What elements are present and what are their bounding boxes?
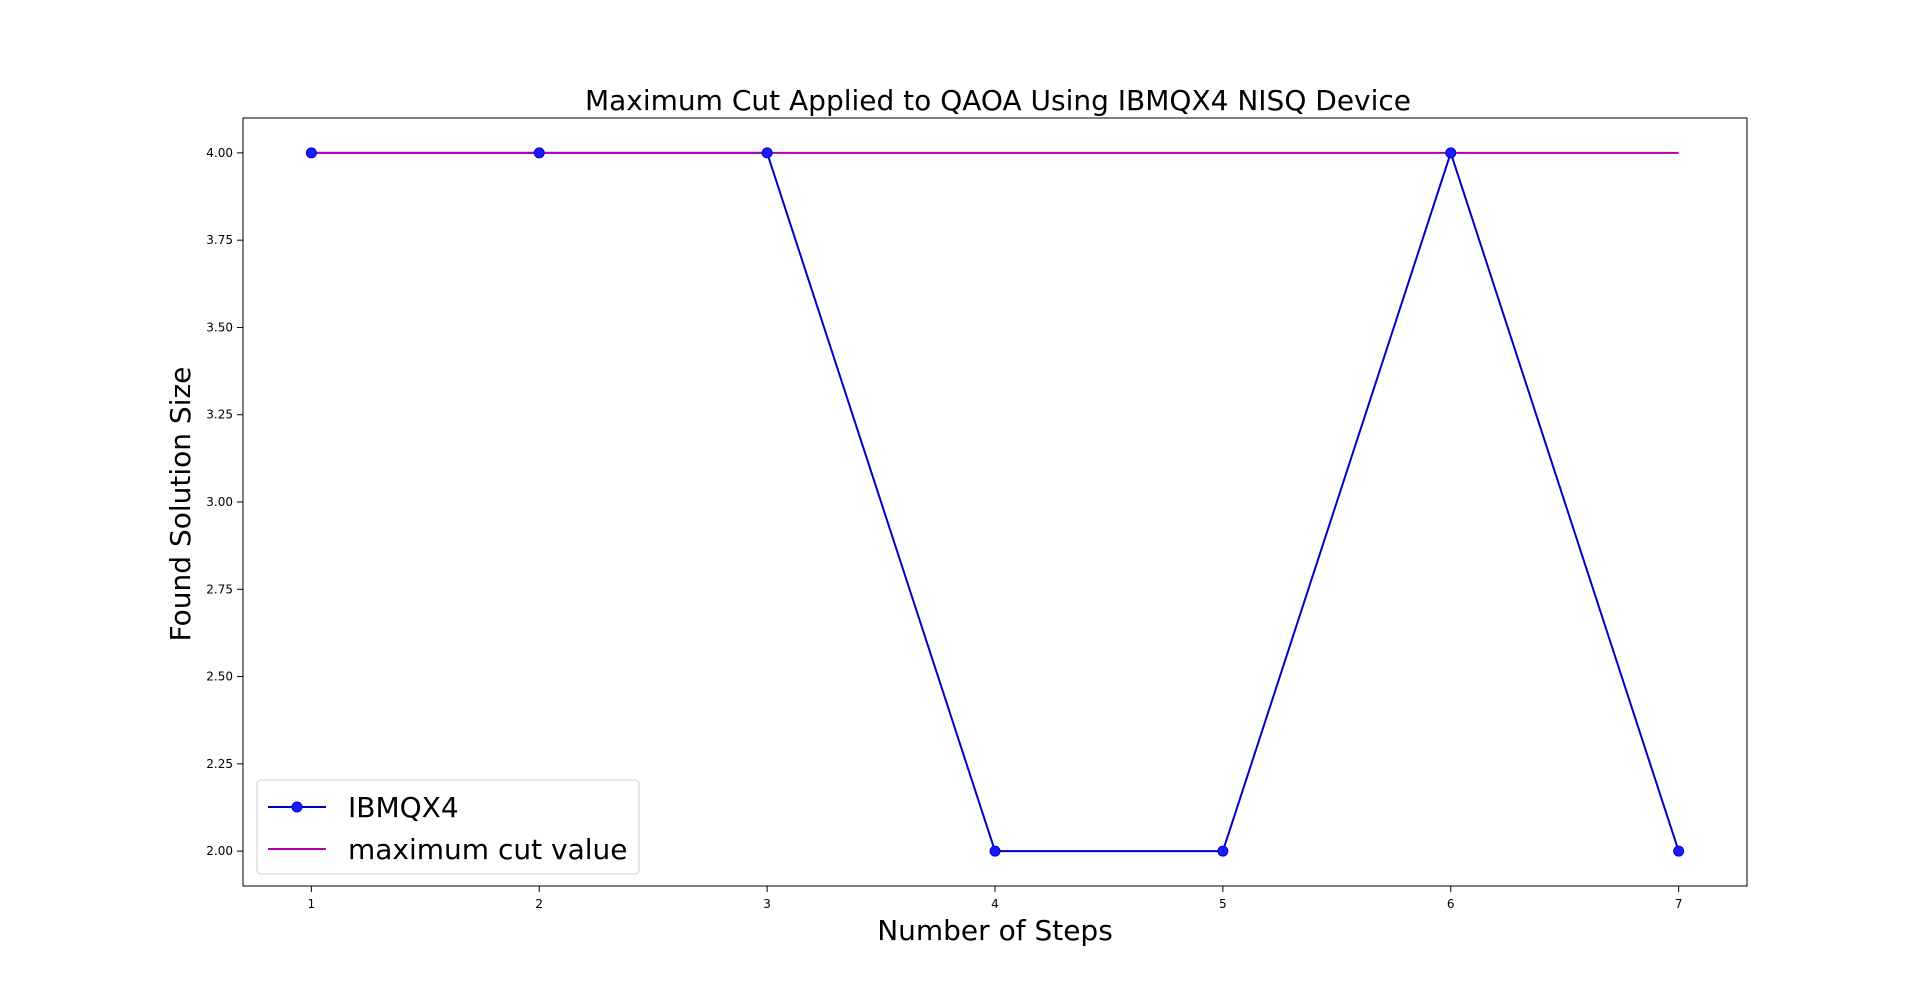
legend-marker-0 <box>291 801 303 813</box>
data-point <box>1673 845 1685 857</box>
y-tick-label: 4.00 <box>206 146 233 160</box>
data-point <box>305 147 317 159</box>
y-tick-label: 2.25 <box>206 757 233 771</box>
y-axis-label: Found Solution Size <box>164 367 197 642</box>
legend: IBMQX4 maximum cut value <box>256 779 640 875</box>
plot-frame <box>242 117 1748 887</box>
y-tick-label: 3.00 <box>206 495 233 509</box>
legend-label-0: IBMQX4 <box>348 791 459 824</box>
x-tick-label: 3 <box>763 897 771 911</box>
y-tick-label: 2.75 <box>206 582 233 596</box>
chart-title: Maximum Cut Applied to QAOA Using IBMQX4… <box>585 84 1411 117</box>
series-layer <box>305 147 1685 857</box>
y-tick-label: 2.50 <box>206 670 233 684</box>
data-point <box>761 147 773 159</box>
data-point <box>1445 147 1457 159</box>
legend-label-1: maximum cut value <box>348 833 627 866</box>
y-tick-label: 3.25 <box>206 408 233 422</box>
x-tick-label: 1 <box>308 897 316 911</box>
x-tick-label: 6 <box>1447 897 1455 911</box>
data-point <box>989 845 1001 857</box>
data-point <box>533 147 545 159</box>
data-point <box>1217 845 1229 857</box>
y-tick-label: 3.75 <box>206 233 233 247</box>
x-axis-label: Number of Steps <box>877 914 1113 947</box>
x-tick-label: 7 <box>1675 897 1683 911</box>
x-tick-label: 4 <box>991 897 999 911</box>
y-axis: 2.00 2.25 2.50 2.75 3.00 3.25 3.50 3.75 4.00 <box>206 146 243 858</box>
plot-area: 2.00 2.25 2.50 2.75 3.00 3.25 3.50 3.75 4.00 1 2 3… <box>206 117 1748 911</box>
y-tick-label: 3.50 <box>206 320 233 334</box>
y-tick-label: 2.00 <box>206 844 233 858</box>
x-axis: 1 2 3 4 5 6 7 <box>308 886 1683 911</box>
x-tick-label: 2 <box>535 897 543 911</box>
legend-entries: IBMQX4 maximum cut value <box>268 791 627 866</box>
x-tick-label: 5 <box>1219 897 1227 911</box>
legend-box <box>256 779 640 875</box>
